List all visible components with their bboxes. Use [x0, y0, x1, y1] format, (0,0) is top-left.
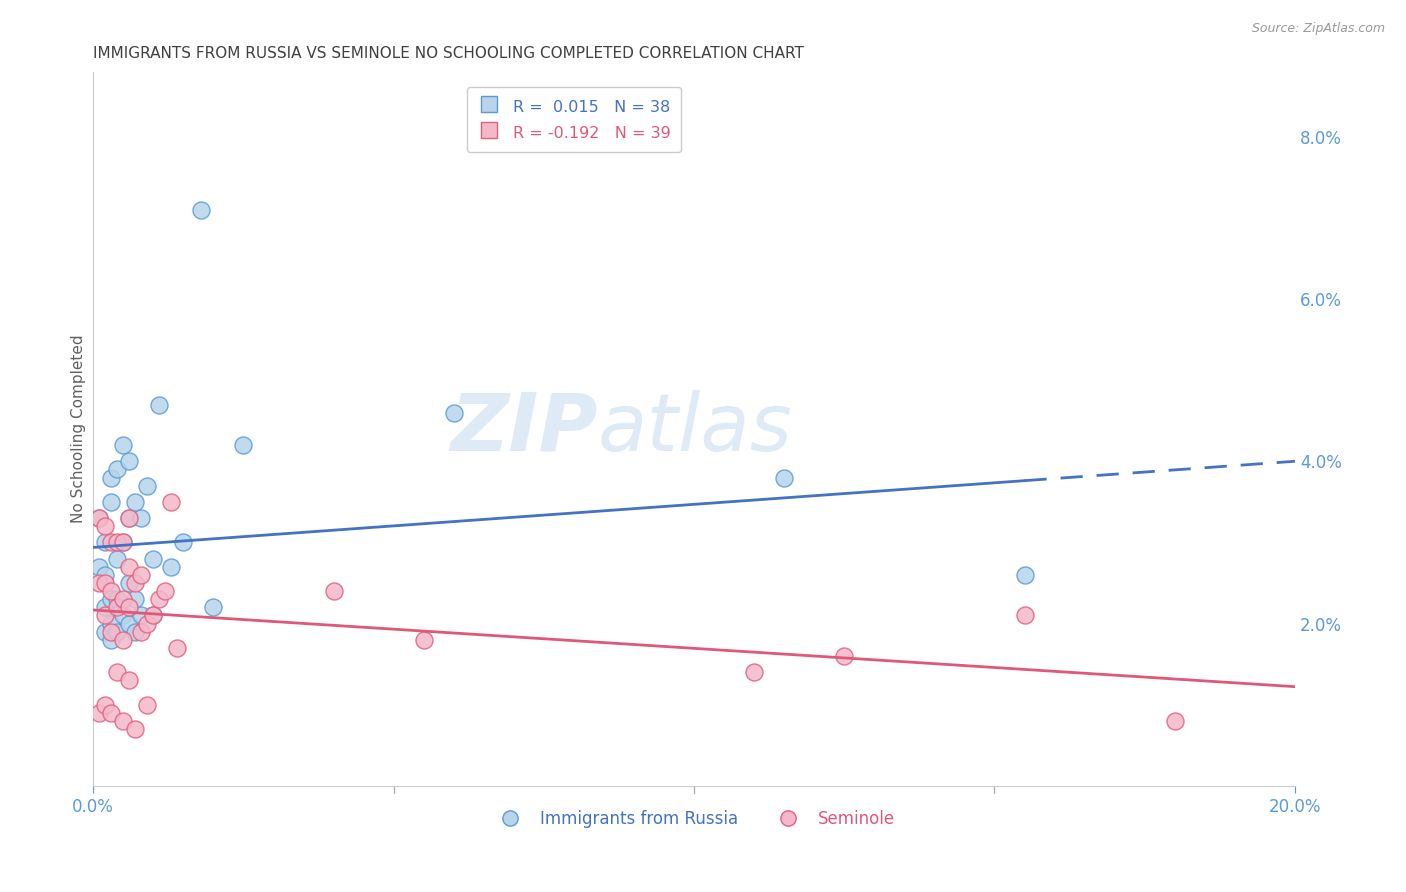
Point	[100, 706, 122, 720]
Point	[124, 722, 146, 736]
Point	[142, 608, 165, 623]
Point	[118, 511, 141, 525]
Point	[105, 535, 128, 549]
Point	[1014, 608, 1036, 623]
Point	[105, 462, 128, 476]
Point	[124, 624, 146, 639]
Point	[136, 616, 159, 631]
Point	[112, 438, 135, 452]
Point	[105, 624, 128, 639]
Point	[232, 438, 254, 452]
Y-axis label: No Schooling Completed: No Schooling Completed	[72, 334, 86, 524]
Point	[142, 551, 165, 566]
Point	[100, 495, 122, 509]
Point	[118, 600, 141, 615]
Point	[112, 535, 135, 549]
Point	[129, 568, 152, 582]
Point	[112, 632, 135, 647]
Point	[94, 698, 117, 712]
Point	[1164, 714, 1187, 728]
Point	[443, 406, 465, 420]
Point	[124, 495, 146, 509]
Point	[105, 592, 128, 607]
Point	[322, 584, 344, 599]
Point	[94, 576, 117, 591]
Point	[89, 559, 111, 574]
Point	[94, 535, 117, 549]
Point	[118, 576, 141, 591]
Text: Source: ZipAtlas.com: Source: ZipAtlas.com	[1251, 22, 1385, 36]
Text: IMMIGRANTS FROM RUSSIA VS SEMINOLE NO SCHOOLING COMPLETED CORRELATION CHART: IMMIGRANTS FROM RUSSIA VS SEMINOLE NO SC…	[93, 46, 804, 62]
Point	[89, 511, 111, 525]
Point	[112, 592, 135, 607]
Point	[105, 665, 128, 680]
Point	[100, 535, 122, 549]
Point	[89, 576, 111, 591]
Point	[105, 551, 128, 566]
Point	[100, 616, 122, 631]
Point	[112, 714, 135, 728]
Point	[100, 624, 122, 639]
Point	[190, 202, 212, 217]
Point	[124, 576, 146, 591]
Point	[136, 479, 159, 493]
Point	[160, 495, 183, 509]
Point	[142, 608, 165, 623]
Point	[172, 535, 194, 549]
Point	[94, 624, 117, 639]
Point	[118, 559, 141, 574]
Point	[112, 608, 135, 623]
Point	[166, 640, 188, 655]
Point	[89, 706, 111, 720]
Point	[129, 511, 152, 525]
Text: ZIP: ZIP	[450, 390, 598, 468]
Point	[100, 632, 122, 647]
Point	[100, 592, 122, 607]
Point	[412, 632, 434, 647]
Point	[118, 511, 141, 525]
Point	[100, 584, 122, 599]
Point	[773, 470, 796, 484]
Point	[832, 648, 855, 663]
Point	[160, 559, 183, 574]
Point	[136, 698, 159, 712]
Point	[155, 584, 177, 599]
Point	[89, 511, 111, 525]
Point	[148, 398, 170, 412]
Point	[100, 470, 122, 484]
Point	[94, 568, 117, 582]
Point	[742, 665, 765, 680]
Point	[1014, 568, 1036, 582]
Point	[94, 608, 117, 623]
Point	[118, 616, 141, 631]
Point	[105, 600, 128, 615]
Point	[94, 600, 117, 615]
Point	[129, 624, 152, 639]
Point	[94, 519, 117, 533]
Point	[202, 600, 225, 615]
Legend: Immigrants from Russia, Seminole: Immigrants from Russia, Seminole	[486, 803, 901, 835]
Point	[148, 592, 170, 607]
Text: atlas: atlas	[598, 390, 793, 468]
Point	[124, 592, 146, 607]
Point	[118, 673, 141, 688]
Point	[129, 608, 152, 623]
Point	[112, 535, 135, 549]
Point	[118, 454, 141, 468]
